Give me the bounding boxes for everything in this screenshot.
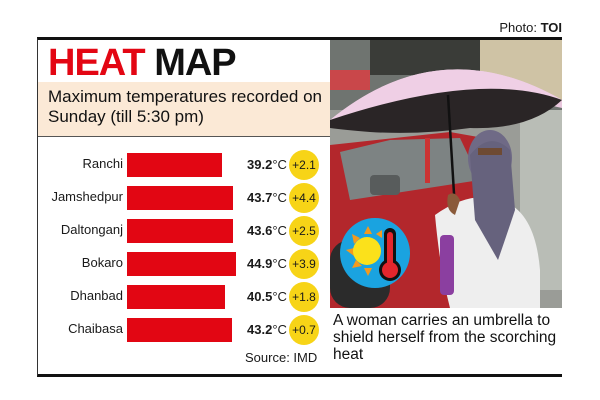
city-label: Ranchi xyxy=(82,156,123,171)
deviation-badge: +3.9 xyxy=(289,249,319,279)
temperature-bar xyxy=(127,252,236,276)
city-label: Jamshedpur xyxy=(51,189,123,204)
temperature-value: 39.2°C xyxy=(247,157,287,172)
deviation-badge: +2.5 xyxy=(289,216,319,246)
chart-row-chaibasa: Chaibasa 43.2°C +0.7 xyxy=(38,315,330,345)
city-label: Daltonganj xyxy=(60,222,123,237)
temperature-bar xyxy=(127,153,222,177)
temperature-value: 40.5°C xyxy=(247,289,287,304)
deviation-badge: +1.8 xyxy=(289,282,319,312)
news-photo xyxy=(330,40,562,308)
city-label: Bokaro xyxy=(81,255,123,270)
photo-caption: A woman carries an umbrella to shield he… xyxy=(333,312,557,363)
temperature-value: 44.9°C xyxy=(247,256,287,271)
temperature-bar xyxy=(127,318,232,342)
temperature-bar xyxy=(127,285,225,309)
chart-subtitle: Maximum temperatures recorded on Sunday … xyxy=(38,82,330,137)
chart-row-dhanbad: Dhanbad 40.5°C +1.8 xyxy=(38,282,330,312)
photo-credit-label: Photo: xyxy=(499,20,537,35)
temperature-value: 43.6°C xyxy=(247,223,287,238)
sun-thermometer-icon xyxy=(340,218,410,288)
temperature-value: 43.7°C xyxy=(247,190,287,205)
title-heat: HEAT xyxy=(48,42,146,84)
page-title: HEAT MAP xyxy=(48,42,237,85)
chart-row-ranchi: Ranchi 39.2°C +2.1 xyxy=(38,150,330,180)
source-note: Source: IMD xyxy=(245,350,318,365)
chart-row-daltonganj: Daltonganj 43.6°C +2.5 xyxy=(38,216,330,246)
temperature-value: 43.2°C xyxy=(247,322,287,337)
city-label: Chaibasa xyxy=(68,321,123,336)
photo-credit-source: TOI xyxy=(540,20,562,35)
temperature-bar xyxy=(127,186,233,210)
chart-row-bokaro: Bokaro 44.9°C +3.9 xyxy=(38,249,330,279)
title-map: MAP xyxy=(154,42,236,84)
deviation-badge: +4.4 xyxy=(289,183,319,213)
infographic-frame xyxy=(37,37,562,377)
photo-credit: Photo: TOI xyxy=(499,20,562,35)
city-label: Dhanbad xyxy=(70,288,123,303)
chart-row-jamshedpur: Jamshedpur 43.7°C +4.4 xyxy=(38,183,330,213)
temperature-bar xyxy=(127,219,233,243)
title-bar: HEAT MAP xyxy=(38,40,330,85)
deviation-badge: +2.1 xyxy=(289,150,319,180)
deviation-badge: +0.7 xyxy=(289,315,319,345)
